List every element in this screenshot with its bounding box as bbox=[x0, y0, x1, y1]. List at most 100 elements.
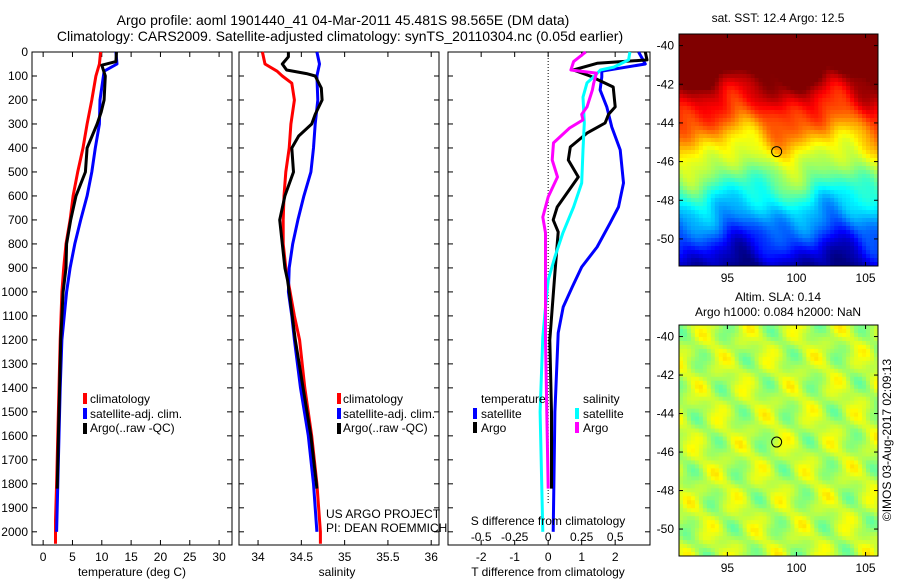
map-cell bbox=[830, 138, 835, 143]
map-cell bbox=[758, 54, 764, 59]
map-cell bbox=[694, 154, 700, 159]
map-cell bbox=[850, 62, 855, 67]
map-cell bbox=[730, 348, 736, 354]
map-cell bbox=[802, 226, 807, 231]
map-cell bbox=[686, 90, 692, 95]
map-cell bbox=[802, 198, 807, 203]
map-cell bbox=[870, 238, 875, 243]
map-cell bbox=[810, 86, 815, 91]
map-cell bbox=[682, 122, 688, 127]
map-cell bbox=[798, 142, 803, 147]
map-cell bbox=[734, 484, 740, 489]
map-cell bbox=[854, 258, 859, 263]
map-cell bbox=[734, 440, 740, 445]
map-cell bbox=[702, 166, 708, 171]
map-cell bbox=[858, 190, 863, 195]
map-cell bbox=[694, 472, 700, 477]
map-cell bbox=[774, 238, 779, 243]
map-cell bbox=[790, 336, 795, 342]
map-cell bbox=[782, 372, 787, 378]
map-cell bbox=[774, 532, 779, 537]
x-tick-label: 20 bbox=[154, 550, 168, 564]
map-cell bbox=[679, 98, 684, 103]
map-cell bbox=[718, 420, 724, 426]
map-cell bbox=[750, 162, 756, 167]
map-cell bbox=[734, 194, 740, 199]
map-cell bbox=[690, 488, 696, 493]
map-cell bbox=[742, 408, 748, 414]
map-cell bbox=[810, 154, 815, 159]
map-cell bbox=[810, 258, 815, 263]
map-cell bbox=[726, 368, 732, 374]
map-cell bbox=[738, 472, 744, 477]
map-cell bbox=[679, 118, 684, 123]
map-cell bbox=[786, 146, 791, 151]
map-cell bbox=[794, 456, 799, 461]
map-cell bbox=[786, 332, 791, 338]
map-cell bbox=[770, 528, 776, 533]
map-cell bbox=[830, 158, 835, 163]
map-cell bbox=[838, 98, 843, 103]
map-cell bbox=[698, 114, 704, 119]
map-cell bbox=[774, 484, 779, 489]
map-cell bbox=[810, 194, 815, 199]
map-cell bbox=[770, 444, 776, 449]
map-cell bbox=[750, 50, 756, 55]
map-cell bbox=[706, 110, 712, 115]
map-cell bbox=[742, 496, 748, 501]
map-cell bbox=[862, 190, 867, 195]
map-cell bbox=[746, 548, 752, 553]
map-cell bbox=[742, 528, 748, 533]
map-cell bbox=[702, 46, 708, 51]
map-cell bbox=[746, 500, 752, 505]
map-cell bbox=[790, 162, 795, 167]
map-cell bbox=[802, 344, 807, 350]
map-cell bbox=[790, 238, 795, 243]
map-cell bbox=[778, 388, 783, 394]
map-cell bbox=[766, 404, 772, 410]
map-cell bbox=[822, 254, 827, 259]
map-cell bbox=[682, 412, 688, 418]
map-cell bbox=[710, 488, 716, 493]
map-cell bbox=[774, 70, 779, 75]
map-cell bbox=[710, 230, 716, 235]
map-cell bbox=[679, 392, 684, 398]
map-cell bbox=[786, 500, 791, 505]
map-cell bbox=[762, 436, 768, 441]
map-cell bbox=[686, 488, 692, 493]
map-cell bbox=[686, 336, 692, 342]
map-cell bbox=[858, 94, 863, 99]
map-cell bbox=[702, 360, 708, 366]
map-cell bbox=[786, 202, 791, 207]
map-cell bbox=[738, 62, 744, 67]
map-cell bbox=[762, 58, 768, 63]
map-cell bbox=[690, 460, 696, 465]
map-cell bbox=[682, 258, 688, 263]
map-cell bbox=[842, 94, 847, 99]
map-cell bbox=[762, 388, 768, 394]
map-cell bbox=[706, 516, 712, 521]
map-cell bbox=[746, 460, 752, 465]
map-cell bbox=[842, 66, 847, 71]
map-cell bbox=[790, 246, 795, 251]
map-cell bbox=[730, 552, 736, 557]
map-cell bbox=[710, 484, 716, 489]
map-cell bbox=[702, 94, 708, 99]
map-cell bbox=[786, 254, 791, 259]
map-cell bbox=[706, 114, 712, 119]
map-cell bbox=[722, 344, 728, 350]
map-cell bbox=[846, 210, 851, 215]
map-cell bbox=[798, 356, 803, 362]
map-cell bbox=[758, 548, 764, 553]
map-cell bbox=[710, 468, 716, 473]
map-cell bbox=[742, 238, 748, 243]
map-cell bbox=[850, 70, 855, 75]
map-cell bbox=[790, 536, 795, 541]
map-cell bbox=[714, 74, 720, 79]
map-cell bbox=[690, 242, 696, 247]
map-cell bbox=[679, 38, 684, 43]
map-cell bbox=[694, 500, 700, 505]
map-cell bbox=[706, 234, 712, 239]
map-cell bbox=[758, 520, 764, 525]
map-cell bbox=[679, 348, 684, 354]
